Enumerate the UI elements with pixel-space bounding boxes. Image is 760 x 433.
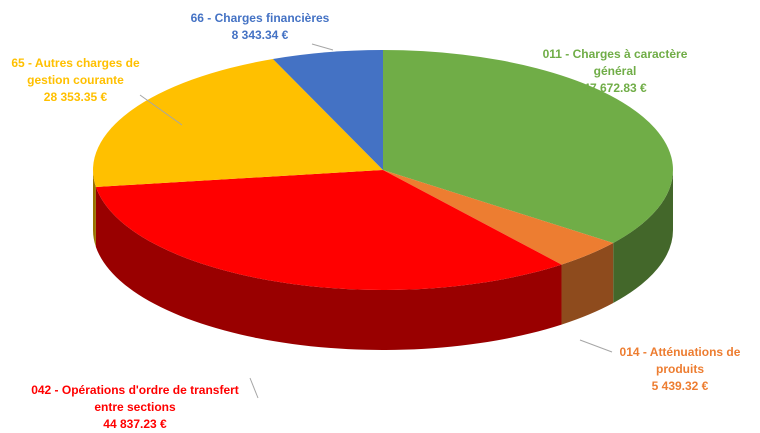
data-label: 014 - Atténuations de produits 5 439.32 € bbox=[605, 344, 755, 395]
label-value: 5 439.32 € bbox=[651, 379, 709, 393]
label-value: 8 343.34 € bbox=[231, 28, 289, 42]
data-label: 65 - Autres charges de gestion courante 2… bbox=[8, 55, 143, 106]
slice bbox=[383, 170, 614, 265]
slice-side bbox=[95, 186, 562, 351]
leader-line bbox=[579, 339, 613, 353]
leader-line bbox=[249, 377, 259, 399]
data-label: 66 - Charges financières 8 343.34 € bbox=[160, 10, 360, 44]
data-label: 042 - Opérations d'ordre de transfert en… bbox=[15, 382, 255, 433]
label-name: 66 - Charges financières bbox=[190, 11, 330, 25]
label-name: 014 - Atténuations de produits bbox=[619, 345, 741, 376]
label-name: 042 - Opérations d'ordre de transfert en… bbox=[31, 383, 239, 414]
label-name: 65 - Autres charges de gestion courante bbox=[11, 56, 140, 87]
slice bbox=[272, 50, 383, 170]
slice bbox=[95, 170, 562, 291]
slice bbox=[383, 50, 673, 243]
label-value: 28 353.35 € bbox=[43, 90, 108, 104]
slice-side bbox=[561, 242, 614, 325]
slice bbox=[93, 58, 383, 187]
label-value: 44 837.23 € bbox=[103, 417, 167, 431]
label-value: 47 672.83 € bbox=[583, 81, 647, 95]
leader-line bbox=[311, 43, 334, 51]
data-label: 011 - Charges à caractère général 47 672.… bbox=[535, 46, 695, 97]
label-name: 011 - Charges à caractère général bbox=[542, 47, 688, 78]
slice-side bbox=[93, 170, 96, 247]
slice-side bbox=[613, 170, 673, 303]
leader-line bbox=[139, 94, 183, 126]
